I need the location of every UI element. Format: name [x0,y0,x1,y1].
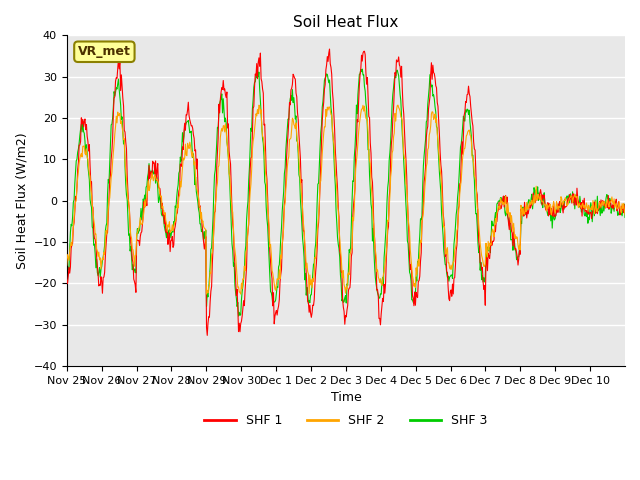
X-axis label: Time: Time [330,391,361,404]
Title: Soil Heat Flux: Soil Heat Flux [293,15,399,30]
Text: VR_met: VR_met [78,45,131,58]
Legend: SHF 1, SHF 2, SHF 3: SHF 1, SHF 2, SHF 3 [200,409,492,432]
Y-axis label: Soil Heat Flux (W/m2): Soil Heat Flux (W/m2) [15,132,28,269]
